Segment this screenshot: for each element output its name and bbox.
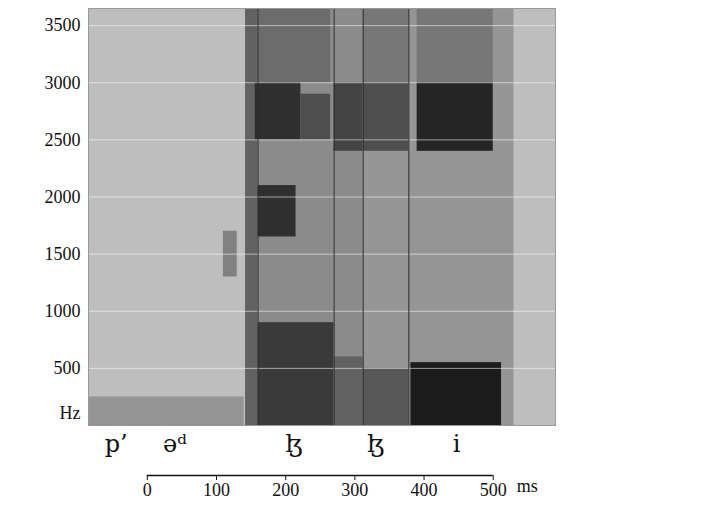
svg-text:1500: 1500: [45, 244, 81, 264]
svg-text:200: 200: [272, 480, 299, 500]
svg-text:ms: ms: [517, 476, 538, 496]
svg-text:3500: 3500: [45, 15, 81, 35]
svg-text:p’: p’: [105, 430, 128, 458]
svg-text:2000: 2000: [45, 187, 81, 207]
svg-text:0: 0: [143, 480, 152, 500]
svg-text:500: 500: [54, 358, 81, 378]
svg-text:500: 500: [480, 480, 507, 500]
svg-text:i: i: [453, 430, 461, 458]
svg-text:3000: 3000: [45, 73, 81, 93]
svg-text:1000: 1000: [45, 301, 81, 321]
svg-text:ɮ: ɮ: [367, 430, 384, 458]
svg-text:300: 300: [341, 480, 368, 500]
svg-text:Hz: Hz: [60, 403, 81, 423]
svg-text:əᵈ: əᵈ: [163, 430, 187, 458]
svg-text:400: 400: [411, 480, 438, 500]
svg-text:2500: 2500: [45, 130, 81, 150]
svg-text:100: 100: [203, 480, 230, 500]
svg-text:ɮ: ɮ: [286, 430, 303, 458]
